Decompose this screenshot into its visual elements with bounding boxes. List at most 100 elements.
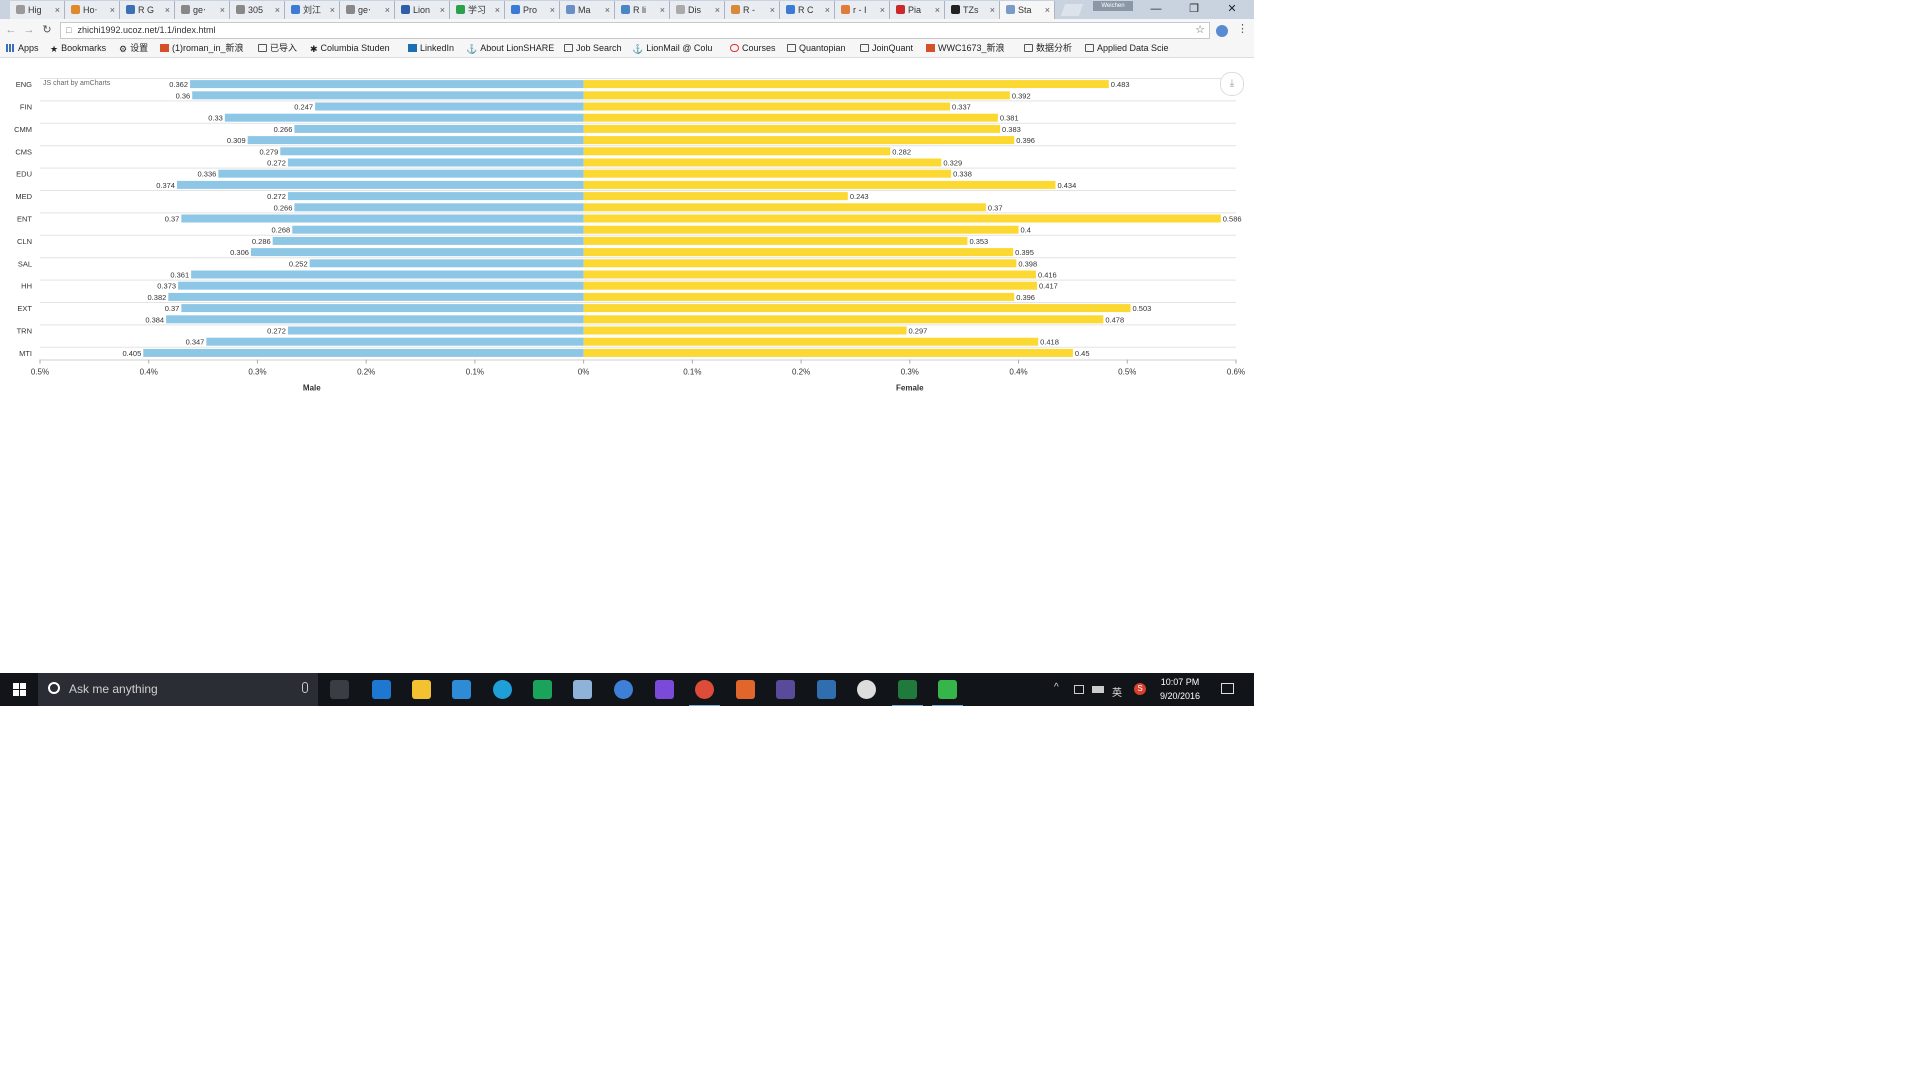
female-bar[interactable] xyxy=(583,136,1015,145)
male-bar[interactable] xyxy=(181,304,584,313)
tab-close-icon[interactable]: × xyxy=(604,5,610,15)
female-bar[interactable] xyxy=(583,337,1039,346)
clock[interactable]: 10:07 PM 9/20/2016 xyxy=(1150,675,1210,703)
tab-close-icon[interactable]: × xyxy=(164,5,170,15)
restore-button[interactable]: ❐ xyxy=(1189,3,1199,15)
browser-tab[interactable]: R G × xyxy=(120,1,175,19)
search-box[interactable]: Ask me anything xyxy=(38,673,318,706)
bookmark-item[interactable]: Courses xyxy=(730,41,776,57)
female-bar[interactable] xyxy=(583,214,1221,223)
female-bar[interactable] xyxy=(583,292,1015,301)
new-tab-button[interactable] xyxy=(1060,4,1084,16)
battery-icon[interactable] xyxy=(1092,686,1104,693)
male-bar[interactable] xyxy=(181,214,584,223)
tab-close-icon[interactable]: × xyxy=(659,5,665,15)
edge-icon[interactable] xyxy=(372,680,391,699)
chart-credit[interactable]: JS chart by amCharts xyxy=(43,80,111,87)
male-bar[interactable] xyxy=(315,102,584,111)
bookmark-item[interactable]: JoinQuant xyxy=(860,41,913,57)
bookmark-item[interactable]: WWC1673_新浪 xyxy=(926,41,1005,57)
bookmark-item[interactable]: Apps xyxy=(6,41,39,57)
male-bar[interactable] xyxy=(287,326,584,335)
tab-close-icon[interactable]: × xyxy=(769,5,775,15)
female-bar[interactable] xyxy=(583,304,1131,313)
tab-close-icon[interactable]: × xyxy=(1044,5,1050,15)
tab-close-icon[interactable]: × xyxy=(934,5,940,15)
tab-close-icon[interactable]: × xyxy=(824,5,830,15)
wechat-icon[interactable] xyxy=(932,680,963,706)
bookmark-item[interactable]: ⚙ 设置 xyxy=(119,41,148,57)
female-bar[interactable] xyxy=(583,102,951,111)
female-bar[interactable] xyxy=(583,169,952,178)
bookmark-item[interactable]: Applied Data Scie xyxy=(1085,41,1169,57)
male-bar[interactable] xyxy=(166,315,584,324)
bookmark-item[interactable]: (1)roman_in_新浪 xyxy=(160,41,244,57)
female-bar[interactable] xyxy=(583,281,1038,290)
browser-tab[interactable]: 305 × xyxy=(230,1,285,19)
browser-tab[interactable]: R li × xyxy=(615,1,670,19)
male-bar[interactable] xyxy=(218,169,584,178)
profile-chip[interactable]: Weichen xyxy=(1093,1,1133,11)
microphone-icon[interactable] xyxy=(302,682,308,693)
male-bar[interactable] xyxy=(192,91,584,100)
bookmark-star-icon[interactable]: ☆ xyxy=(1195,24,1205,36)
browser-tab[interactable]: Lion × xyxy=(395,1,450,19)
extension-icon[interactable] xyxy=(1216,25,1228,37)
reload-button[interactable]: ↻ xyxy=(42,24,52,36)
tab-close-icon[interactable]: × xyxy=(714,5,720,15)
tab-close-icon[interactable]: × xyxy=(274,5,280,15)
bookmark-item[interactable]: Job Search xyxy=(564,41,622,57)
male-bar[interactable] xyxy=(206,337,584,346)
tab-close-icon[interactable]: × xyxy=(439,5,445,15)
close-button[interactable]: ✕ xyxy=(1227,3,1237,15)
tray-chevron-icon[interactable]: ^ xyxy=(1054,682,1059,693)
browser-tab[interactable]: Sta × xyxy=(1000,1,1055,19)
back-button[interactable]: ← xyxy=(5,24,17,36)
male-bar[interactable] xyxy=(287,192,584,201)
tab-close-icon[interactable]: × xyxy=(549,5,555,15)
visual-studio-icon[interactable] xyxy=(655,680,674,699)
female-bar[interactable] xyxy=(583,203,986,212)
female-bar[interactable] xyxy=(583,248,1014,257)
eclipse-icon[interactable] xyxy=(776,680,795,699)
forward-button[interactable]: → xyxy=(23,24,35,36)
minimize-button[interactable]: — xyxy=(1150,3,1162,15)
browser-tab[interactable]: Ma × xyxy=(560,1,615,19)
male-bar[interactable] xyxy=(176,180,584,189)
female-bar[interactable] xyxy=(583,158,942,167)
r-app-icon[interactable] xyxy=(614,680,633,699)
bookmark-item[interactable]: 已导入 xyxy=(258,41,297,57)
male-bar[interactable] xyxy=(191,270,584,279)
tab-close-icon[interactable]: × xyxy=(219,5,225,15)
matlab-icon[interactable] xyxy=(736,680,755,699)
browser-tab[interactable]: r - I × xyxy=(835,1,890,19)
tab-close-icon[interactable]: × xyxy=(384,5,390,15)
browser-menu-icon[interactable]: ⋮ xyxy=(1237,23,1248,35)
male-bar[interactable] xyxy=(272,236,584,245)
chrome-icon[interactable] xyxy=(689,680,720,706)
tab-close-icon[interactable]: × xyxy=(879,5,885,15)
female-bar[interactable] xyxy=(583,180,1056,189)
bookmark-item[interactable]: Quantopian xyxy=(787,41,846,57)
female-bar[interactable] xyxy=(583,192,848,201)
network-icon[interactable] xyxy=(1074,685,1084,694)
browser-tab[interactable]: Ho‧ × xyxy=(65,1,120,19)
male-bar[interactable] xyxy=(294,124,584,133)
action-center-icon[interactable] xyxy=(1221,683,1234,694)
female-bar[interactable] xyxy=(583,147,891,156)
browser-tab[interactable]: R - × xyxy=(725,1,780,19)
male-bar[interactable] xyxy=(143,348,584,357)
browser-tab[interactable]: 学习 × xyxy=(450,1,505,19)
female-bar[interactable] xyxy=(583,113,998,122)
browser-tab[interactable]: Pia × xyxy=(890,1,945,19)
browser-tab[interactable]: 刘江 × xyxy=(285,1,340,19)
sogou-ime-icon[interactable]: S xyxy=(1134,683,1146,695)
paint-icon[interactable] xyxy=(573,680,592,699)
female-bar[interactable] xyxy=(583,270,1036,279)
browser-tab[interactable]: ge‧ × xyxy=(175,1,230,19)
male-bar[interactable] xyxy=(292,225,584,234)
green-app-icon[interactable] xyxy=(533,680,552,699)
start-button[interactable] xyxy=(0,673,38,706)
female-bar[interactable] xyxy=(583,91,1010,100)
bookmark-item[interactable]: ✱ Columbia Studen xyxy=(310,41,390,57)
